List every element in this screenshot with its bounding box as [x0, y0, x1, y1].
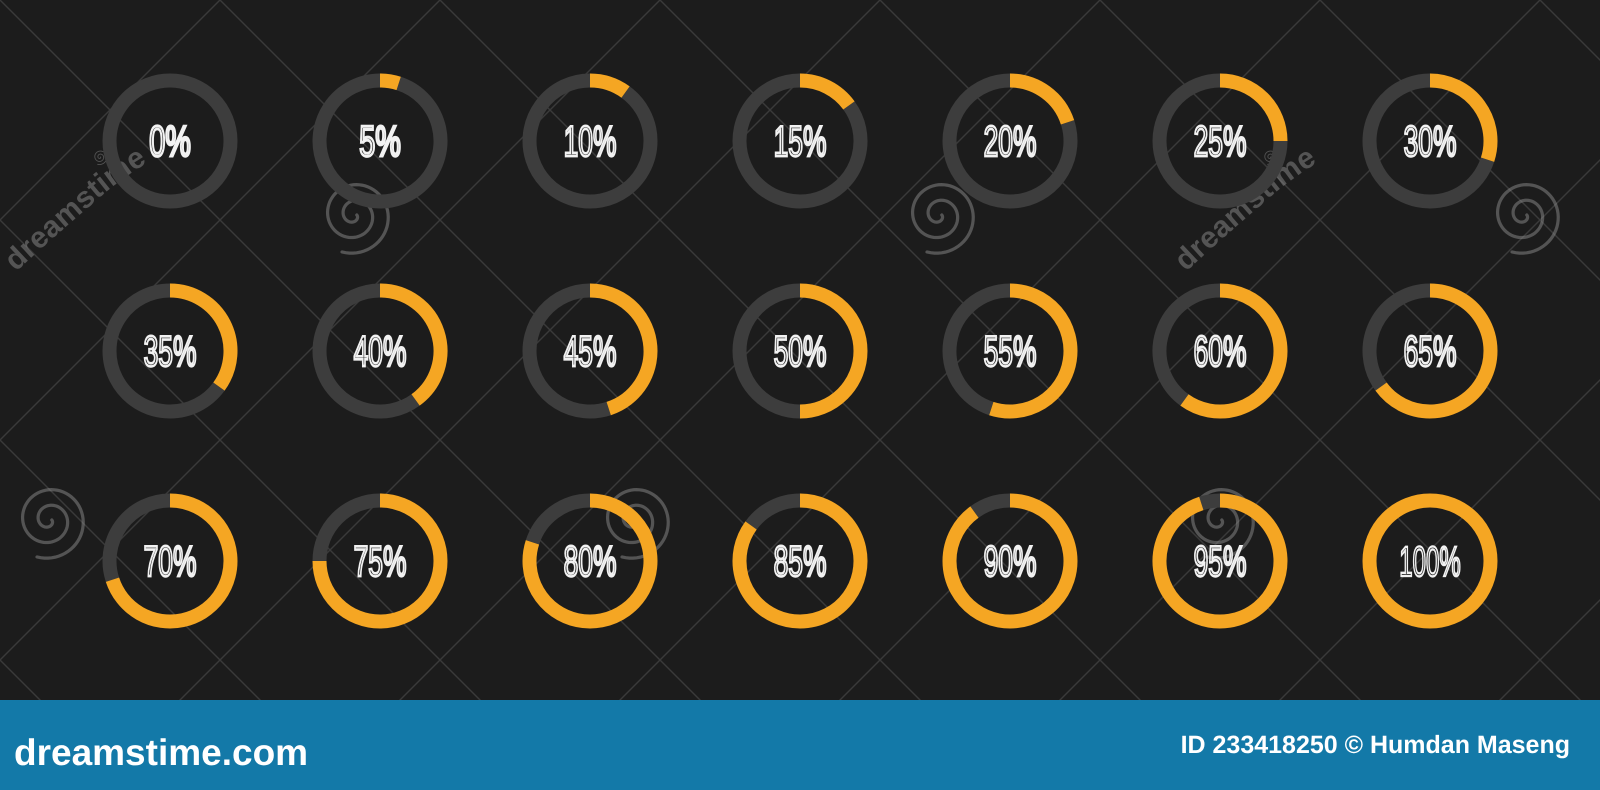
svg-text:0%: 0% [149, 118, 191, 166]
svg-text:35%: 35% [144, 328, 197, 376]
svg-text:90%: 90% [984, 538, 1037, 586]
svg-text:10%: 10% [564, 118, 617, 166]
svg-text:30%: 30% [1404, 118, 1457, 166]
svg-text:75%: 75% [354, 538, 407, 586]
svg-text:80%: 80% [564, 538, 617, 586]
svg-text:15%: 15% [774, 118, 827, 166]
svg-text:25%: 25% [1194, 118, 1247, 166]
svg-text:20%: 20% [984, 118, 1037, 166]
svg-text:70%: 70% [144, 538, 197, 586]
svg-text:85%: 85% [774, 538, 827, 586]
svg-text:100%: 100% [1399, 539, 1460, 586]
svg-text:55%: 55% [984, 328, 1037, 376]
svg-text:60%: 60% [1194, 328, 1247, 376]
svg-text:5%: 5% [359, 118, 401, 166]
svg-text:50%: 50% [774, 328, 827, 376]
svg-text:40%: 40% [354, 328, 407, 376]
svg-text:95%: 95% [1194, 538, 1247, 586]
svg-text:45%: 45% [564, 328, 617, 376]
svg-text:dreamstime.com: dreamstime.com [14, 732, 308, 773]
svg-text:65%: 65% [1404, 328, 1457, 376]
